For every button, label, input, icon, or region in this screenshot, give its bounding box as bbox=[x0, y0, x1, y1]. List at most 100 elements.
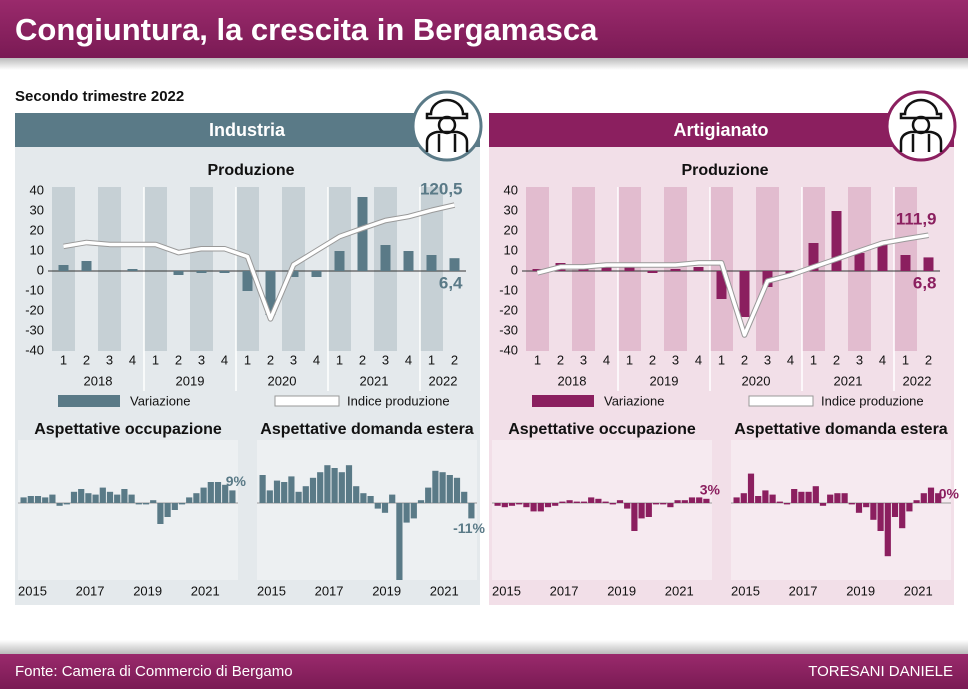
page-title: Congiuntura, la crescita in Bergamasca bbox=[15, 12, 598, 47]
bar bbox=[855, 503, 863, 513]
bar bbox=[219, 271, 230, 273]
x-tick-label: 2021 bbox=[430, 583, 459, 598]
x-tick-label: 2 bbox=[741, 352, 748, 367]
icon-helmet bbox=[425, 98, 469, 120]
bar bbox=[417, 500, 425, 503]
bar bbox=[106, 491, 114, 503]
x-tick-label: 2 bbox=[557, 352, 564, 367]
bar bbox=[776, 501, 783, 503]
bar bbox=[530, 503, 537, 512]
bar bbox=[58, 265, 69, 271]
bar bbox=[891, 503, 899, 517]
value-label: 6,4 bbox=[439, 273, 463, 292]
year-label: 2020 bbox=[742, 373, 771, 388]
bar bbox=[791, 489, 798, 503]
bar bbox=[311, 271, 322, 277]
bar bbox=[121, 489, 128, 503]
credit: TORESANI DANIELE bbox=[808, 663, 953, 680]
bar bbox=[667, 503, 674, 508]
y-tick-label: 20 bbox=[30, 222, 44, 237]
bar bbox=[544, 503, 552, 508]
x-tick-label: 1 bbox=[902, 352, 909, 367]
bar bbox=[740, 493, 747, 503]
x-tick-label: 4 bbox=[879, 352, 886, 367]
bar bbox=[624, 503, 631, 509]
bar bbox=[56, 503, 63, 506]
x-tick-label: 2017 bbox=[76, 583, 105, 598]
bar bbox=[588, 497, 595, 503]
x-tick-label: 3 bbox=[382, 352, 389, 367]
y-tick-label: 0 bbox=[511, 262, 518, 277]
value-label: 9% bbox=[226, 473, 247, 489]
bar bbox=[142, 503, 150, 505]
bar bbox=[288, 476, 295, 503]
x-tick-label: 2019 bbox=[846, 583, 875, 598]
x-tick-label: 2 bbox=[175, 352, 182, 367]
column-shade bbox=[98, 187, 121, 351]
x-tick-label: 4 bbox=[313, 352, 320, 367]
bar bbox=[164, 503, 171, 517]
bar bbox=[114, 494, 121, 503]
bar bbox=[573, 501, 580, 503]
x-tick-label: 2 bbox=[267, 352, 274, 367]
icon-body bbox=[899, 130, 943, 152]
x-tick-label: 2019 bbox=[607, 583, 636, 598]
year-label: 2021 bbox=[834, 373, 863, 388]
bar bbox=[374, 503, 381, 509]
bar bbox=[935, 493, 942, 503]
y-tick-label: 0 bbox=[37, 262, 44, 277]
year-label: 2020 bbox=[268, 373, 297, 388]
y-tick-label: -30 bbox=[499, 322, 518, 337]
column-shade bbox=[190, 187, 213, 351]
x-tick-label: 1 bbox=[152, 352, 159, 367]
bar bbox=[27, 496, 34, 503]
bar bbox=[595, 498, 602, 503]
bar bbox=[193, 493, 200, 503]
y-tick-label: 10 bbox=[30, 242, 44, 257]
bar bbox=[173, 271, 184, 275]
bar bbox=[70, 491, 78, 503]
x-tick-label: 4 bbox=[603, 352, 610, 367]
bar bbox=[446, 475, 453, 503]
year-label: 2019 bbox=[650, 373, 679, 388]
bar bbox=[798, 491, 805, 503]
bar bbox=[207, 482, 214, 503]
bar bbox=[552, 503, 559, 506]
x-tick-label: 2019 bbox=[133, 583, 162, 598]
bar bbox=[353, 486, 360, 503]
x-tick-label: 1 bbox=[534, 352, 541, 367]
x-tick-label: 2017 bbox=[789, 583, 818, 598]
y-tick-label: -10 bbox=[499, 282, 518, 297]
value-label: 111,9 bbox=[896, 210, 937, 229]
x-tick-label: 4 bbox=[221, 352, 228, 367]
x-tick-label: 4 bbox=[695, 352, 702, 367]
bar bbox=[870, 503, 877, 520]
legend-swatch bbox=[748, 395, 814, 407]
bar bbox=[92, 494, 99, 503]
bar bbox=[127, 269, 138, 271]
plot-background bbox=[257, 440, 477, 580]
bar bbox=[559, 501, 566, 503]
bar bbox=[135, 503, 142, 505]
x-tick-label: 2015 bbox=[257, 583, 286, 598]
x-tick-label: 1 bbox=[428, 352, 435, 367]
icon-circle bbox=[411, 90, 483, 162]
bar bbox=[884, 503, 891, 557]
bar bbox=[157, 503, 164, 524]
legend-swatch bbox=[274, 395, 340, 407]
column-shade bbox=[756, 187, 779, 351]
bar bbox=[78, 489, 85, 503]
bar bbox=[99, 487, 106, 503]
bar bbox=[396, 503, 403, 580]
y-tick-label: -40 bbox=[499, 342, 518, 357]
x-tick-label: 3 bbox=[764, 352, 771, 367]
panel-header bbox=[15, 113, 480, 147]
x-tick-label: 3 bbox=[580, 352, 587, 367]
bar bbox=[367, 496, 374, 503]
bar bbox=[927, 487, 935, 503]
subtitle: Secondo trimestre 2022 bbox=[15, 88, 184, 105]
bar bbox=[150, 500, 157, 503]
bar bbox=[178, 503, 186, 505]
